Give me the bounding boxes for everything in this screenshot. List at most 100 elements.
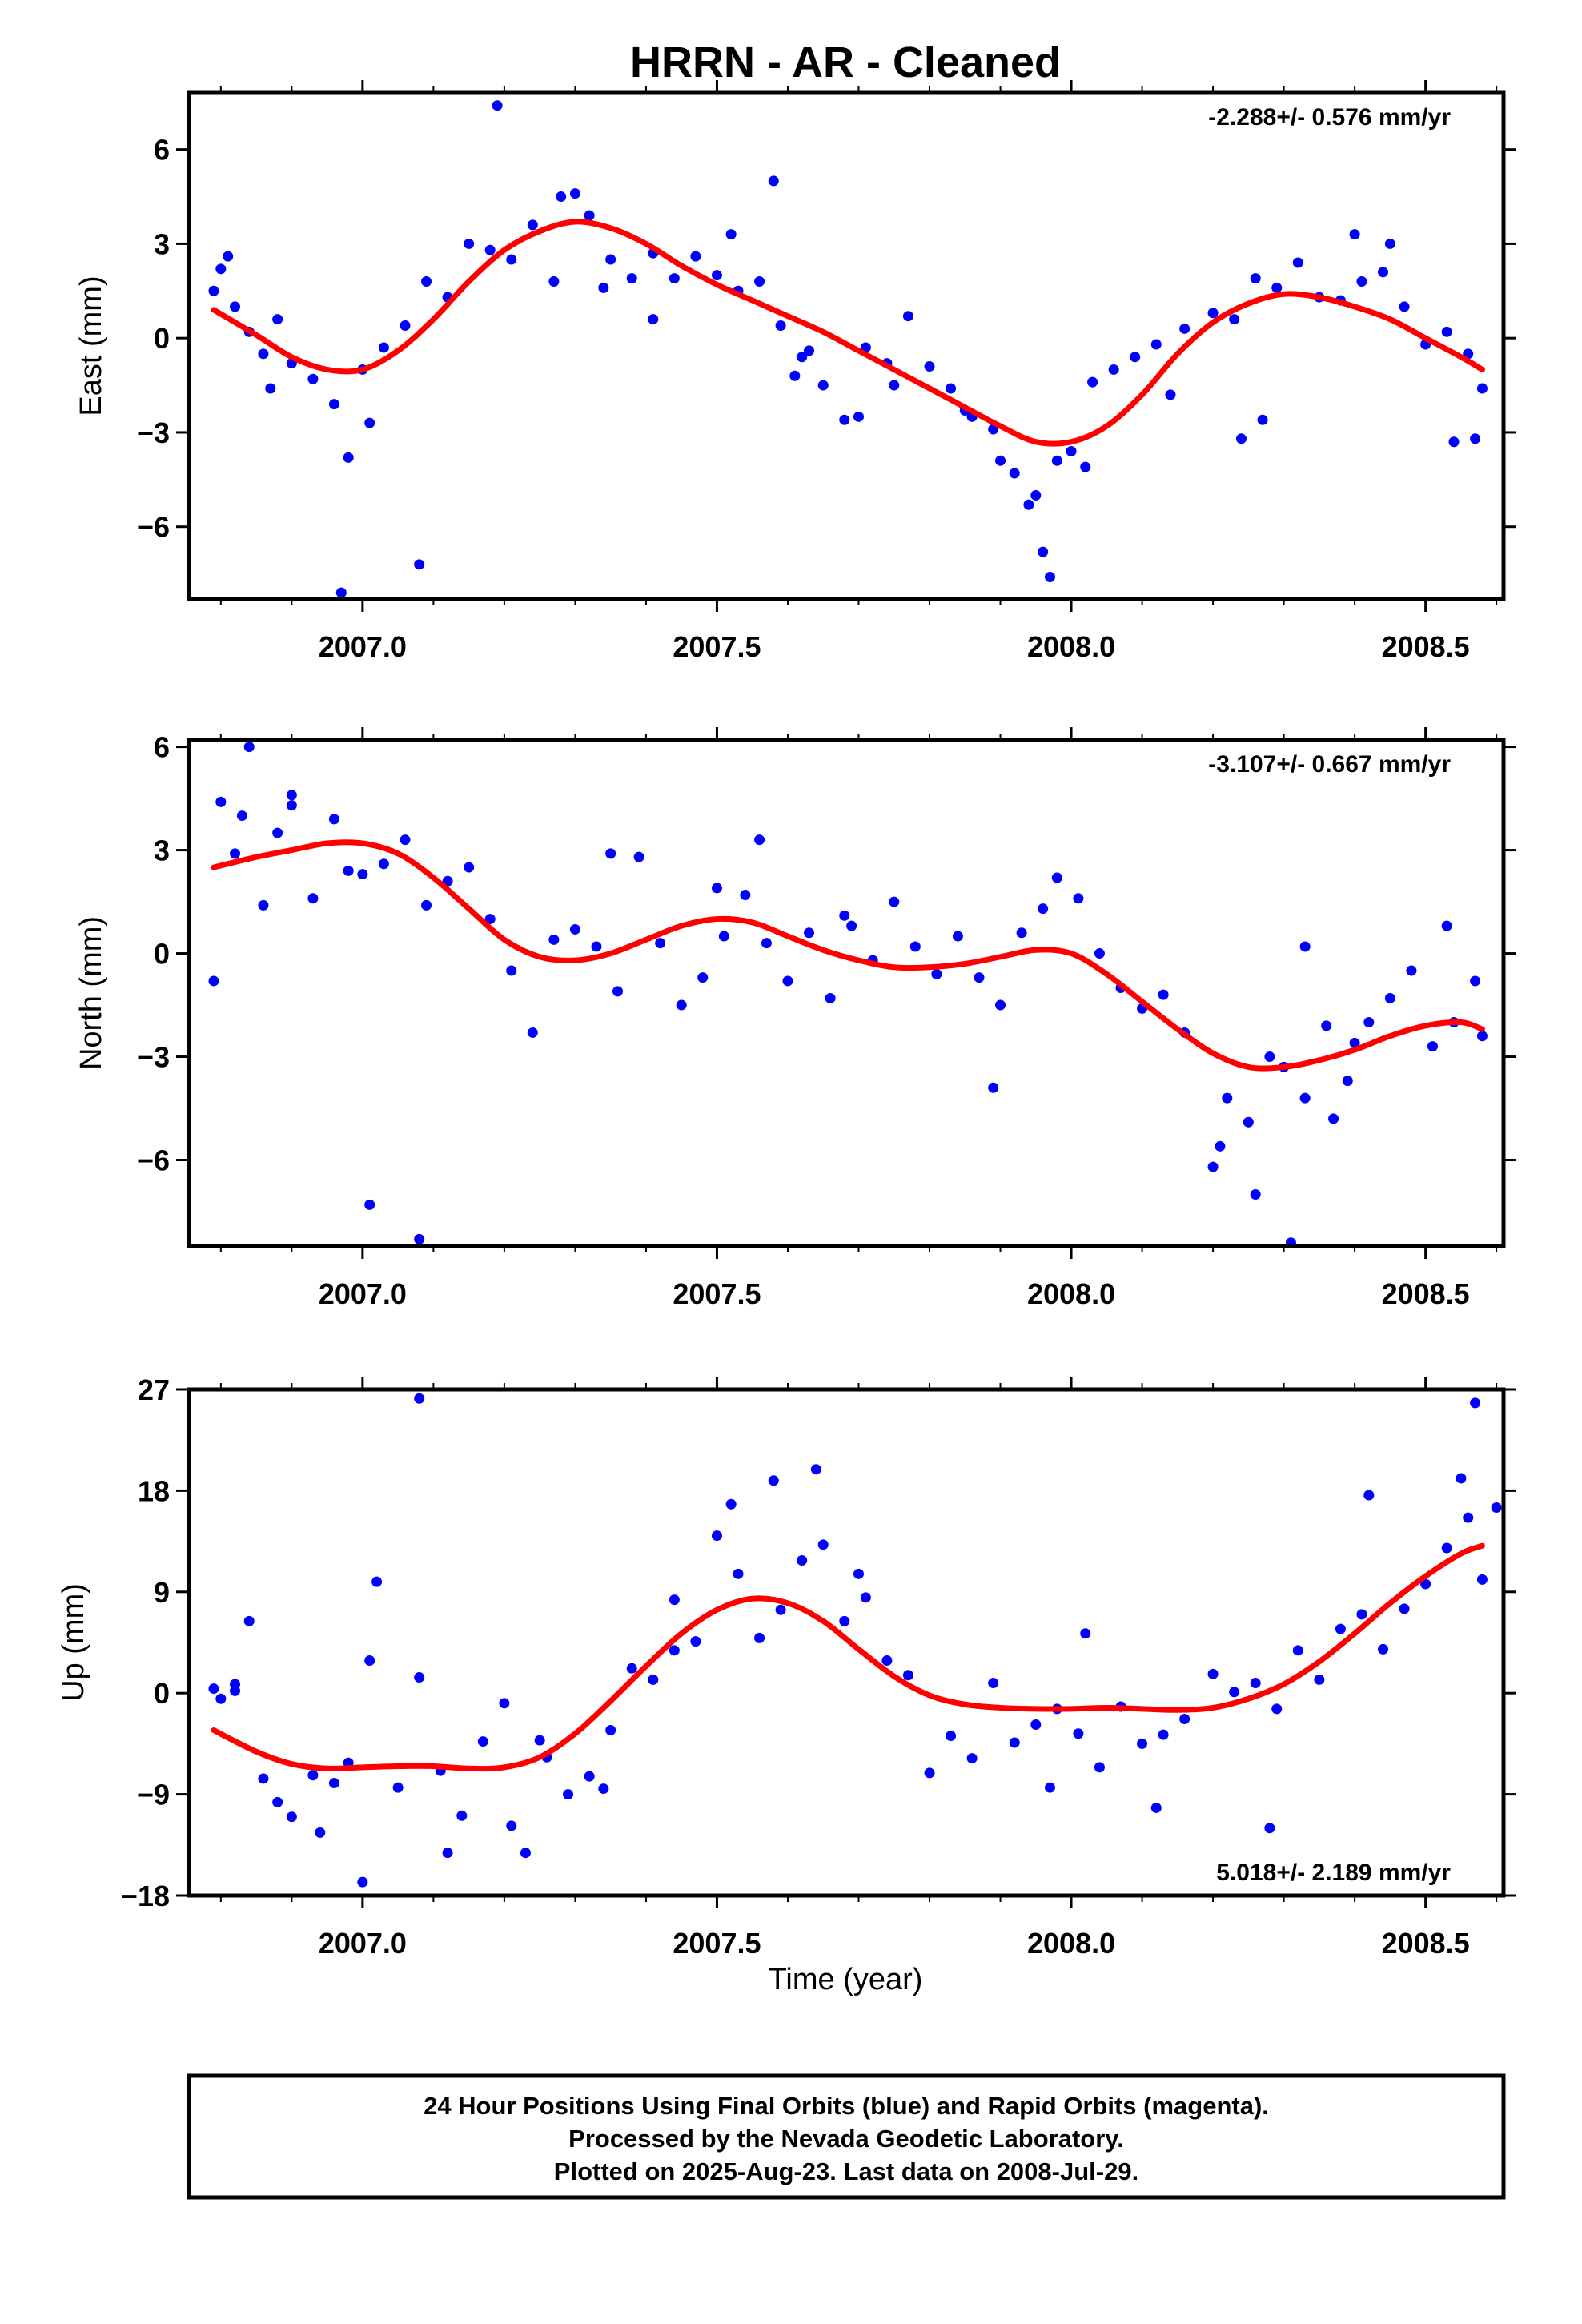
up-data-point xyxy=(1491,1502,1502,1513)
up-data-point xyxy=(1476,1574,1488,1585)
north-data-point xyxy=(328,814,339,825)
north-data-point xyxy=(1264,1051,1275,1063)
panel-up: 2007.0 2007.5 2008.0 2008.5 27 18 9 0 −9 −18 5.01… xyxy=(57,1373,1516,1996)
up-data-point xyxy=(1470,1397,1481,1409)
north-data-point xyxy=(464,862,475,873)
up-data-point xyxy=(1335,1623,1346,1634)
up-data-point xyxy=(1080,1628,1091,1639)
north-data-point xyxy=(711,883,722,894)
up-data-point xyxy=(1009,1737,1020,1748)
north-data-point xyxy=(364,1199,375,1210)
north-data-point xyxy=(421,899,432,911)
north-data-point xyxy=(272,827,283,838)
north-data-point xyxy=(740,889,751,900)
east-data-point xyxy=(1349,229,1360,240)
north-data-point xyxy=(839,910,850,921)
north-data-point xyxy=(974,972,985,983)
north-data-point xyxy=(1363,1017,1375,1028)
up-data-point xyxy=(1073,1728,1084,1739)
east-data-point xyxy=(1030,489,1042,501)
east-data-point xyxy=(1250,273,1261,284)
east-y-tick-label: 0 xyxy=(154,322,170,355)
east-data-point xyxy=(464,238,475,249)
east-data-point xyxy=(548,276,560,287)
up-data-point xyxy=(1456,1473,1467,1484)
north-data-point xyxy=(258,899,269,911)
up-data-point xyxy=(1363,1490,1375,1501)
up-data-point xyxy=(1044,1782,1055,1793)
east-data-point xyxy=(1378,267,1389,278)
up-data-point xyxy=(506,1820,517,1831)
east-data-point xyxy=(598,282,609,293)
up-data-point xyxy=(1271,1703,1283,1715)
north-data-point xyxy=(1051,872,1062,883)
north-data-point xyxy=(1207,1161,1219,1172)
up-data-point xyxy=(902,1670,913,1681)
east-data-point xyxy=(902,311,913,322)
up-data-point xyxy=(775,1604,786,1615)
footer-box: 24 Hour Positions Using Final Orbits (bl… xyxy=(187,2073,1506,2200)
north-data-point xyxy=(400,834,411,846)
up-data-point xyxy=(733,1568,744,1579)
north-data-point xyxy=(782,975,793,987)
up-x-tick-label: 2008.5 xyxy=(1382,1927,1470,1960)
east-data-point xyxy=(1066,446,1077,457)
north-data-point xyxy=(1215,1140,1226,1152)
north-data-point xyxy=(307,893,319,904)
up-data-point xyxy=(534,1735,545,1746)
east-data-point xyxy=(690,251,701,262)
up-data-point xyxy=(414,1393,425,1404)
east-data-point xyxy=(1384,238,1395,249)
north-x-tick-label: 2007.5 xyxy=(673,1277,761,1310)
east-data-point xyxy=(1441,326,1452,337)
east-data-point xyxy=(584,210,595,221)
north-x-tick-label: 2007.0 xyxy=(319,1277,407,1310)
east-data-point xyxy=(506,254,517,265)
east-data-point xyxy=(1271,282,1283,293)
up-data-point xyxy=(605,1725,616,1736)
north-data-point xyxy=(484,914,496,925)
east-data-point xyxy=(1087,376,1098,388)
north-data-point xyxy=(846,920,857,931)
east-data-point xyxy=(946,383,957,394)
up-data-point xyxy=(669,1645,680,1656)
east-data-point xyxy=(307,373,319,384)
east-y-tick-label: 6 xyxy=(154,134,170,167)
east-data-point xyxy=(223,251,234,262)
north-data-point xyxy=(931,968,942,979)
north-data-point xyxy=(1299,1092,1311,1104)
north-y-tick-label: 6 xyxy=(154,731,170,764)
up-y-tick-label: −18 xyxy=(121,1880,170,1912)
up-plot-content: 2007.0 2007.5 2008.0 2008.5 27 18 9 0 −9 −18 xyxy=(121,1373,1516,1960)
up-data-point xyxy=(1441,1542,1452,1554)
north-data-point xyxy=(1016,927,1027,939)
east-x-tick-label: 2008.5 xyxy=(1382,630,1470,663)
north-data-point xyxy=(1349,1037,1360,1048)
north-data-point xyxy=(414,1233,425,1244)
east-data-point xyxy=(328,399,339,410)
up-data-point xyxy=(1463,1512,1474,1523)
east-data-point xyxy=(208,285,219,296)
east-data-point xyxy=(1207,308,1219,319)
north-data-point xyxy=(243,742,255,753)
footer-frame xyxy=(187,2073,1506,2200)
north-y-tick-label: 3 xyxy=(154,834,170,867)
up-data-point xyxy=(1094,1762,1105,1773)
up-x-tick-label: 2007.0 xyxy=(319,1927,407,1960)
x-axis-label: Time (year) xyxy=(769,1963,923,1996)
up-data-point xyxy=(1264,1823,1275,1834)
north-data-point xyxy=(343,865,354,876)
east-data-point xyxy=(1448,436,1460,448)
north-data-point xyxy=(1299,941,1311,952)
up-x-tick-label: 2008.0 xyxy=(1027,1927,1115,1960)
up-data-point xyxy=(442,1848,453,1859)
east-y-tick-label: −3 xyxy=(137,416,170,449)
east-y-axis-label: East (mm) xyxy=(74,275,108,416)
north-data-point xyxy=(548,934,560,945)
up-data-point xyxy=(1229,1687,1240,1698)
north-data-point xyxy=(1321,1020,1332,1031)
north-data-point xyxy=(952,931,963,942)
up-data-point xyxy=(499,1698,510,1709)
up-data-point xyxy=(208,1683,219,1695)
east-data-point xyxy=(1038,546,1049,557)
